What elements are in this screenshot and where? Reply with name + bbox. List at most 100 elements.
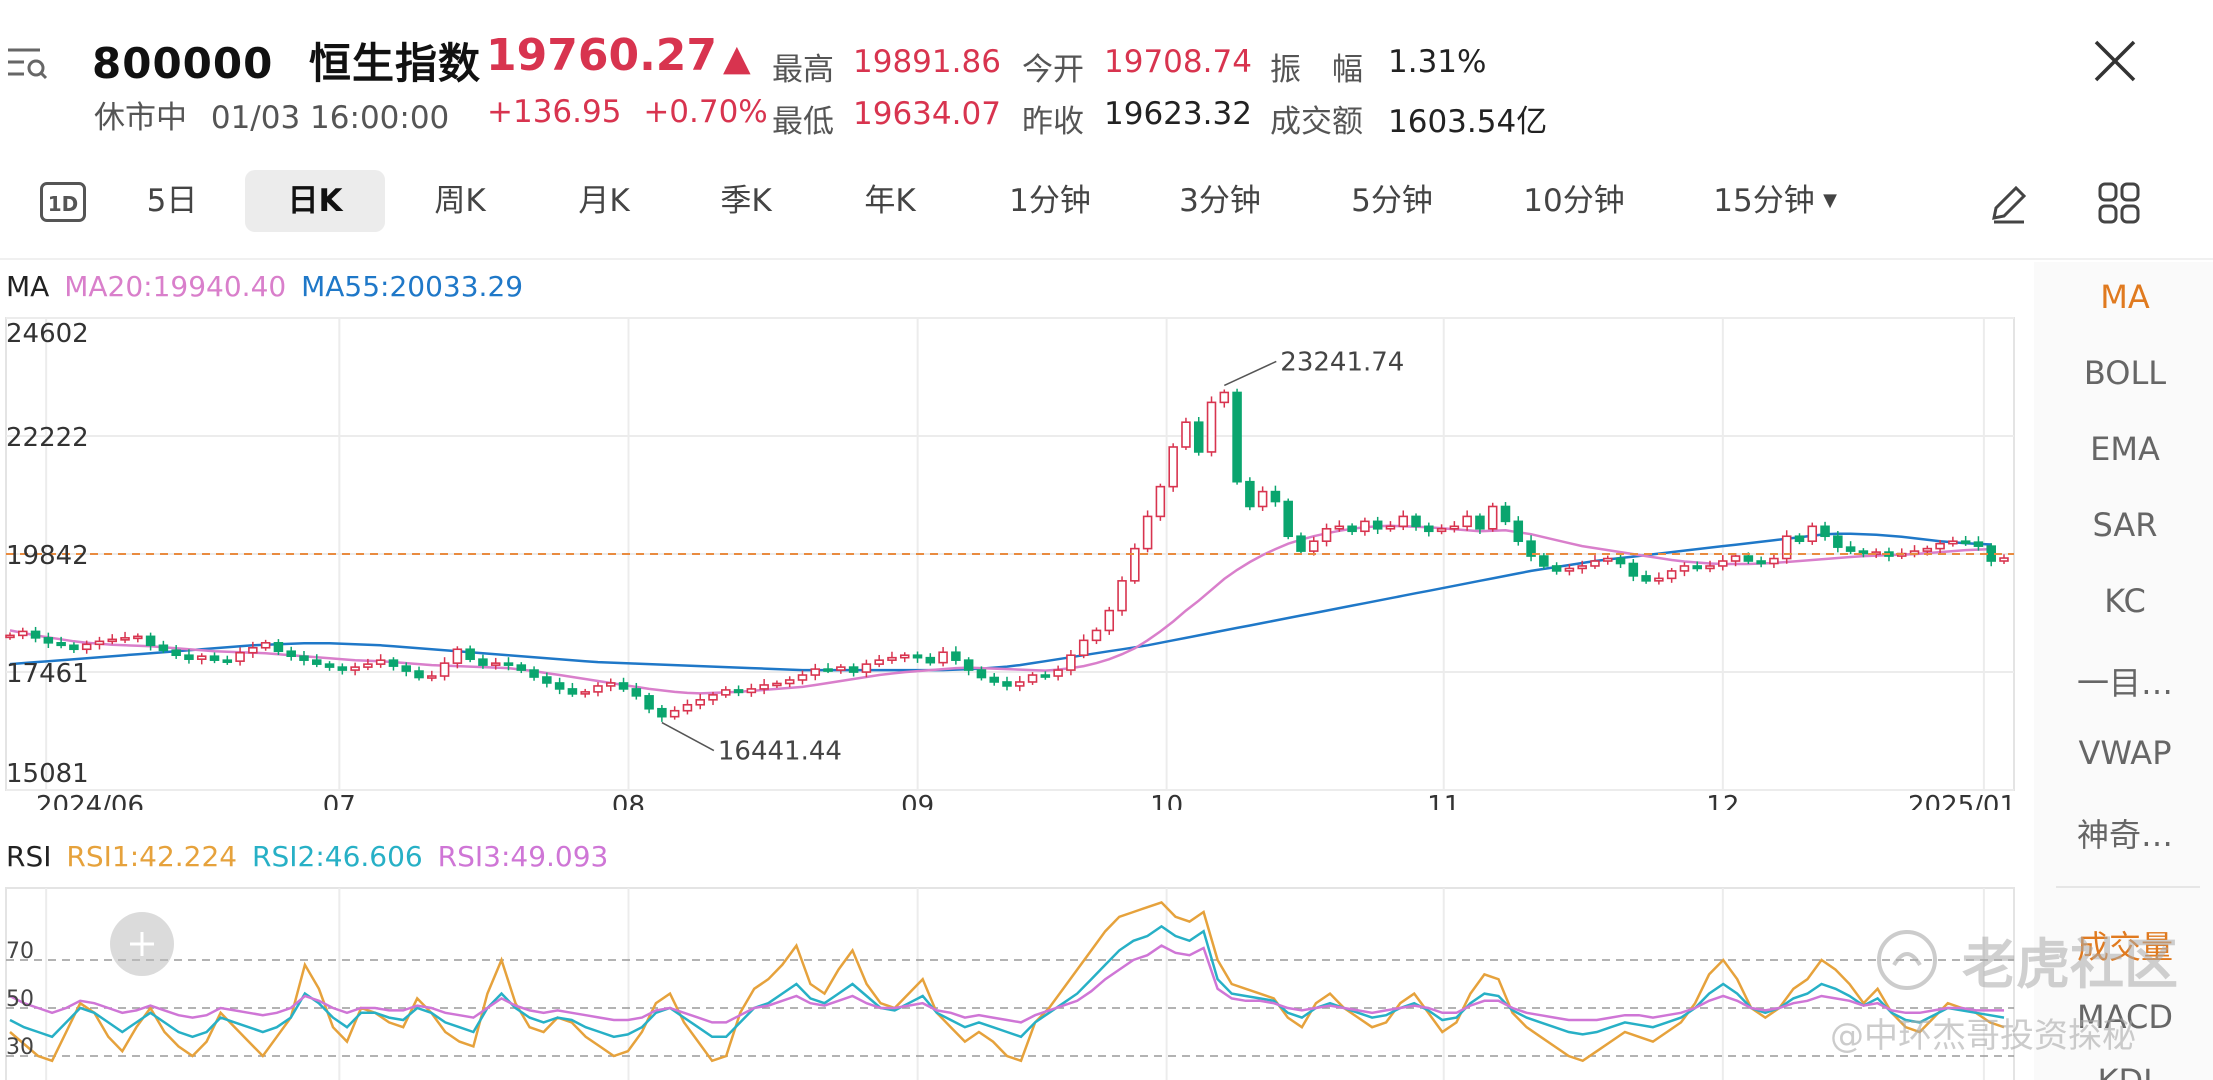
candle-up <box>1564 567 1575 572</box>
candle-up <box>375 659 386 665</box>
close-icon[interactable] <box>2090 36 2140 86</box>
candle-up <box>580 691 590 695</box>
rsi-grid <box>5 887 2015 1080</box>
tab-5-min[interactable]: 5分钟 <box>1351 183 1433 219</box>
tab-3-min[interactable]: 3分钟 <box>1179 183 1261 219</box>
indicator-boll[interactable]: BOLL <box>2083 354 2167 392</box>
tab-yearly-k[interactable]: 年K <box>864 183 916 219</box>
candle-down <box>1500 505 1511 523</box>
tab-weekly-k[interactable]: 周K <box>434 183 486 219</box>
x-tick-label: 11 <box>1427 791 1460 810</box>
indicator-kdj[interactable]: KDJ <box>2040 1062 2210 1080</box>
candle-down <box>43 637 54 644</box>
candle-up <box>5 634 15 639</box>
candle-up <box>593 685 603 693</box>
candle-up <box>196 655 207 660</box>
rsi-tick-label: 50 <box>6 987 34 1012</box>
candle-down <box>1756 560 1766 565</box>
candle-down <box>848 666 859 673</box>
indicator-macd[interactable]: MACD <box>2077 998 2173 1036</box>
candle-up <box>1066 654 1076 671</box>
candle-down <box>1283 500 1293 538</box>
candle-up <box>1142 515 1153 550</box>
rsi-lines <box>9 900 2005 1063</box>
draw-pen-icon[interactable] <box>1984 178 2034 228</box>
tab-daily-k[interactable]: 日K <box>245 170 385 232</box>
candle-down <box>1411 515 1421 528</box>
indicator-ichimoku[interactable]: 一目… <box>2076 664 2173 702</box>
candle-down <box>912 654 923 659</box>
indicator-magic[interactable]: 神奇… <box>2076 816 2173 854</box>
grid-layout-icon[interactable] <box>2094 178 2144 228</box>
candle-down <box>1551 565 1562 572</box>
tab-monthly-k[interactable]: 月K <box>578 183 630 219</box>
plus-icon <box>130 932 154 956</box>
market-datetime: 01/03 16:00:00 <box>210 100 450 136</box>
candle-up <box>721 689 731 696</box>
stock-title: 800000 恒生指数 <box>92 30 481 91</box>
candle-up <box>1602 557 1613 562</box>
candle-down <box>1743 555 1754 562</box>
period-1d-icon[interactable]: 1D <box>40 182 86 222</box>
candle-up <box>1449 525 1460 530</box>
candle-up <box>350 666 360 671</box>
high-annotation: 23241.74 <box>1280 347 1404 377</box>
market-status-text: 休市中 <box>94 100 187 136</box>
candle-down <box>1245 480 1255 508</box>
candle-up <box>1948 540 1958 545</box>
tiger-logo-icon <box>1877 930 1937 990</box>
candle-up <box>1398 515 1409 528</box>
candle-down <box>1424 525 1434 533</box>
candle-down <box>1372 520 1383 530</box>
rsi-chart[interactable]: 70 50 30 <box>0 884 2034 1080</box>
candle-up <box>708 694 718 701</box>
candle-up <box>682 703 693 712</box>
y-tick-label: 22222 <box>6 423 89 453</box>
candle-up <box>899 654 910 659</box>
axis-labels: 24602 22222 19842 17461 15081 2024/06 07 08 09 10… <box>6 319 2016 810</box>
indicator-ema[interactable]: EMA <box>2090 430 2160 468</box>
watermark-user: @中环杰哥投资探秘 <box>1830 1016 2136 1056</box>
stock-code: 800000 <box>92 39 274 88</box>
indicator-kc[interactable]: KC <box>2104 582 2146 620</box>
indicator-vwap[interactable]: VWAP <box>2078 734 2172 772</box>
candle-down <box>823 668 833 672</box>
tab-5-day[interactable]: 5日 <box>146 183 198 219</box>
rsi-legend: RSI RSI1:42.224 RSI2:46.606 RSI3:49.093 <box>6 840 608 873</box>
candle-up <box>490 662 501 666</box>
indicator-sar[interactable]: SAR <box>2092 506 2158 544</box>
indicator-sidebar: MA BOLL EMA SAR KC 一目… VWAP 神奇… 成交量 MACD… <box>2034 262 2213 1080</box>
tab-15-min[interactable]: 15分钟 <box>1713 183 1815 219</box>
up-arrow-icon: ▲ <box>723 38 751 79</box>
candle-up <box>1334 525 1345 530</box>
ma20-line <box>9 524 1992 695</box>
menu-search-icon[interactable] <box>4 40 48 84</box>
indicator-volume[interactable]: 成交量 <box>2076 928 2173 966</box>
last-price-value: 19760.27 <box>486 30 718 81</box>
candle-down <box>286 650 296 657</box>
stat-value-amplitude: 1.31% <box>1388 44 1487 80</box>
candle-up <box>695 699 705 706</box>
candle-down <box>529 669 539 678</box>
tab-quarterly-k[interactable]: 季K <box>720 183 772 219</box>
stat-value-prev-close: 19623.32 <box>1104 96 1252 132</box>
annotation-leader <box>1223 360 1277 387</box>
candle-down <box>1820 525 1830 538</box>
candle-down <box>465 648 475 660</box>
tab-1-min[interactable]: 1分钟 <box>1009 183 1091 219</box>
dropdown-caret-icon[interactable]: ▼ <box>1823 190 1837 211</box>
indicator-ma[interactable]: MA <box>2100 278 2150 316</box>
tab-10-min[interactable]: 10分钟 <box>1523 183 1625 219</box>
candle-down <box>401 665 412 672</box>
candle-down <box>542 676 552 684</box>
rsi-axis-labels: 70 50 30 <box>6 939 34 1060</box>
candle-up <box>1181 421 1191 448</box>
candle-down <box>925 656 936 664</box>
add-indicator-button[interactable] <box>110 912 174 976</box>
watermark-brand: 老虎社区 <box>1962 933 2178 996</box>
candle-up <box>1155 485 1166 518</box>
period-tabs: 1D 5日 日K 周K 月K 季K 年K 1分钟 3分钟 5分钟 10分钟 15… <box>0 170 2213 242</box>
candlestick-chart[interactable]: 24602 22222 19842 17461 15081 2024/06 07 08 09 10… <box>0 310 2034 810</box>
candle-up <box>1730 555 1741 562</box>
candle-up <box>1078 639 1089 657</box>
